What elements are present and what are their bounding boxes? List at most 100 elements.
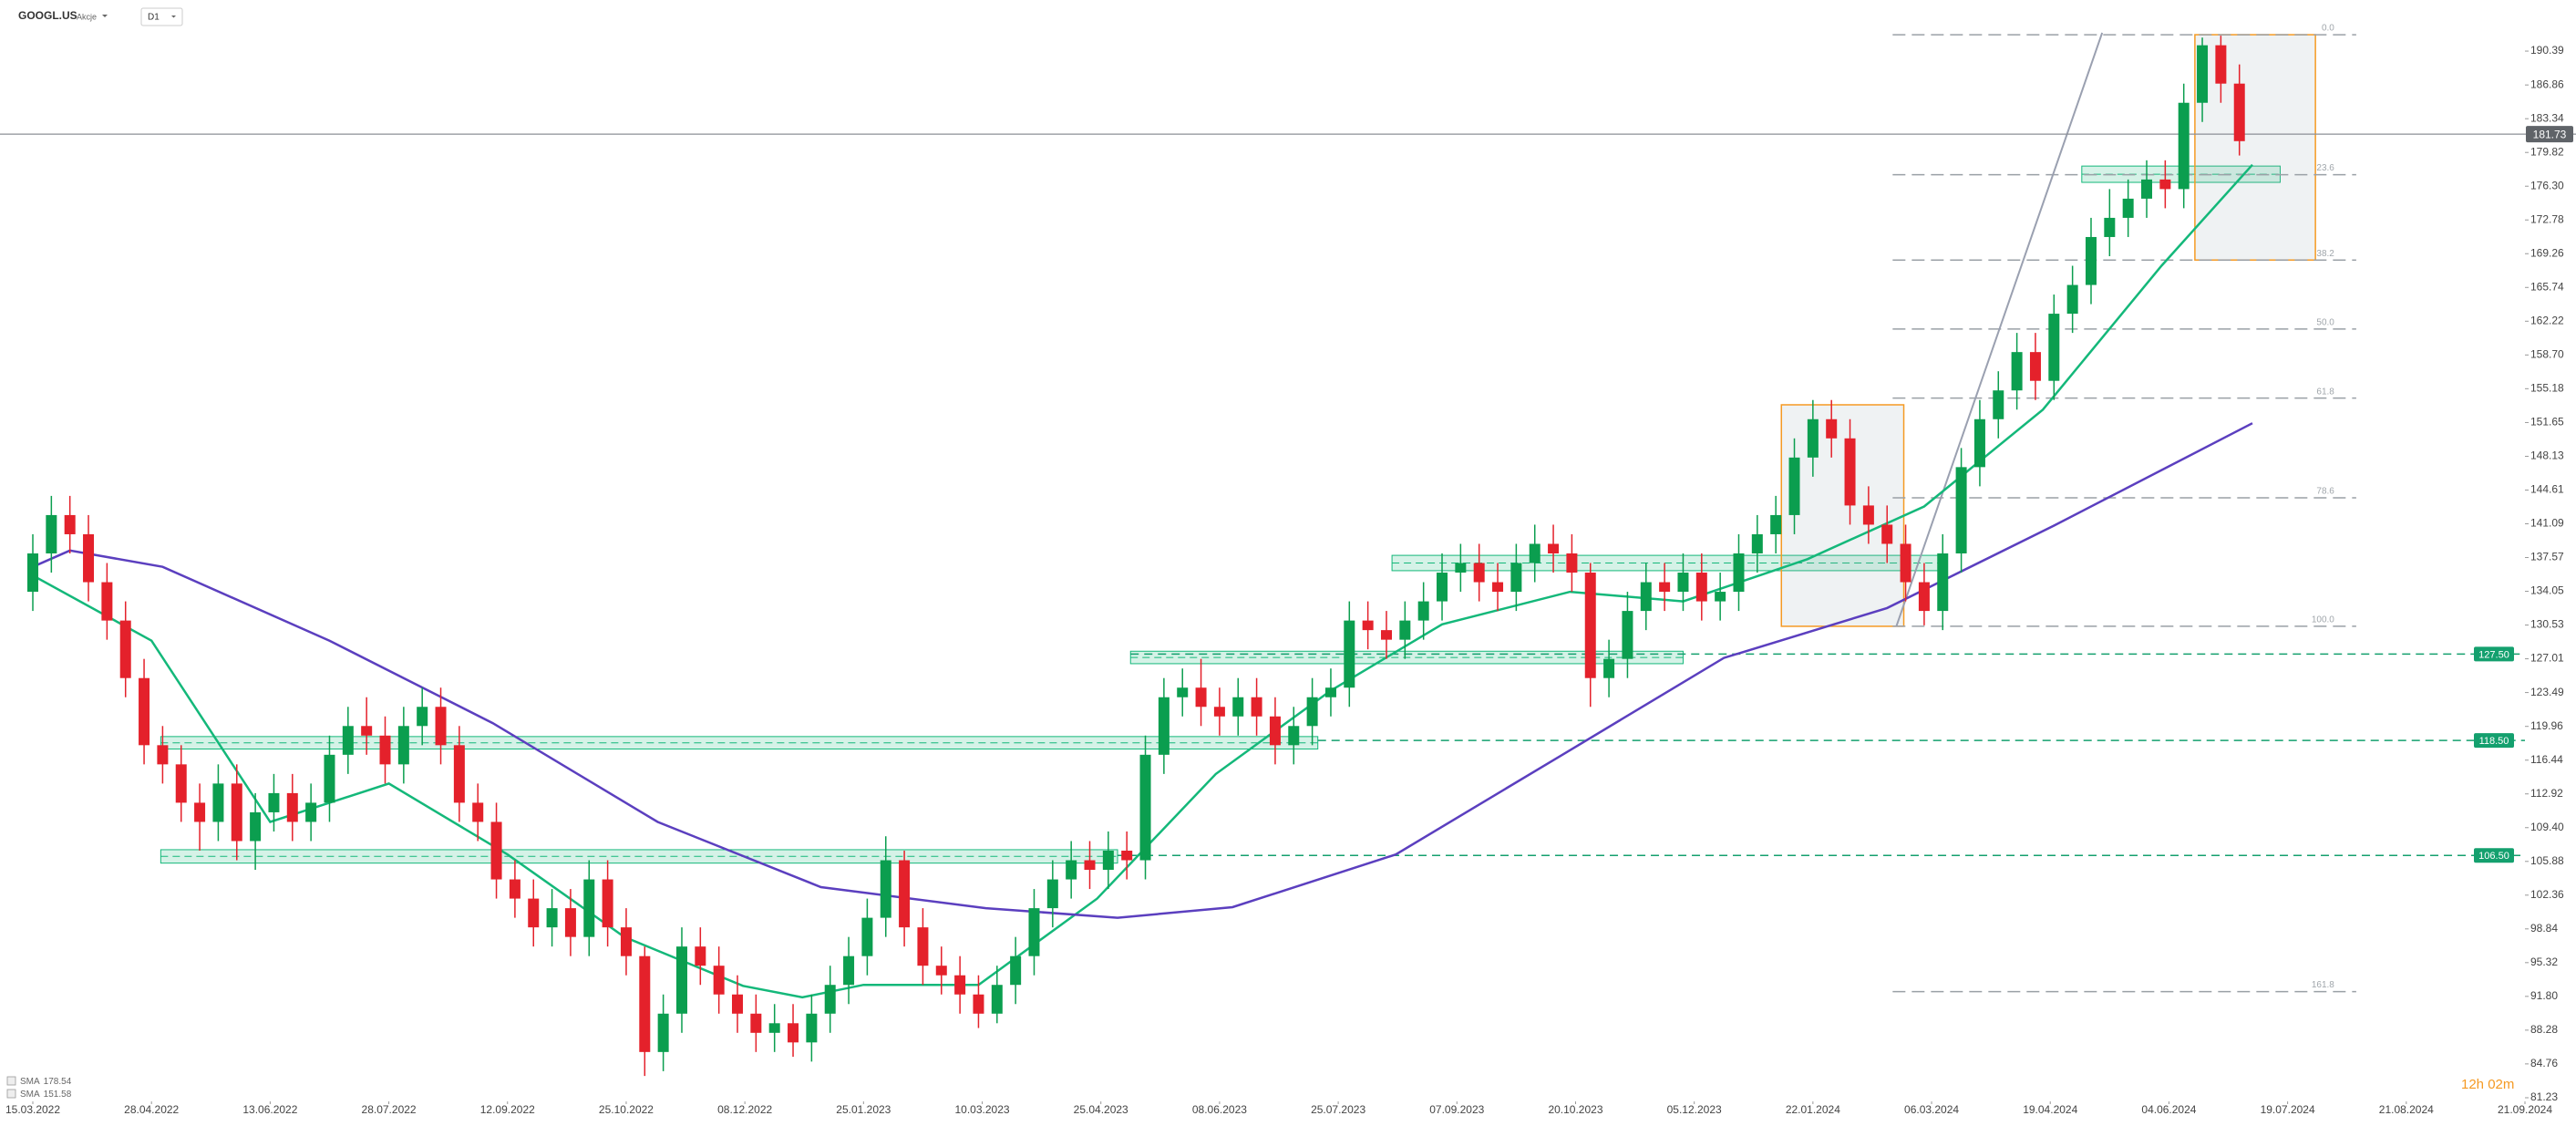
candle-body xyxy=(1232,697,1244,717)
candle-body xyxy=(139,677,150,746)
legend-value: 178.54 xyxy=(44,1077,72,1087)
x-tick-label: 13.06.2022 xyxy=(242,1103,297,1116)
timeframe[interactable]: D1 xyxy=(148,13,160,23)
x-tick-label: 06.03.2024 xyxy=(1904,1103,1959,1116)
x-tick-label: 08.12.2022 xyxy=(717,1103,772,1116)
y-tick-label: 119.96 xyxy=(2530,719,2563,732)
candle-body xyxy=(639,956,651,1052)
candle-body xyxy=(231,783,242,842)
symbol-dropdown[interactable] xyxy=(102,15,108,17)
x-tick-label: 15.03.2022 xyxy=(5,1103,60,1116)
candle-body xyxy=(2066,284,2078,315)
candle-body xyxy=(1844,438,1856,506)
y-tick-label: 162.22 xyxy=(2530,314,2564,326)
y-tick-label: 88.28 xyxy=(2530,1023,2558,1036)
candle-body xyxy=(2122,198,2134,218)
candle-body xyxy=(1955,467,1967,553)
candle-body xyxy=(1695,573,1707,602)
candle-body xyxy=(1158,697,1170,755)
y-tick-label: 190.39 xyxy=(2530,44,2564,57)
y-tick-label: 116.44 xyxy=(2530,753,2563,766)
y-tick-label: 84.76 xyxy=(2530,1057,2558,1069)
y-tick-label: 186.86 xyxy=(2530,77,2564,90)
x-tick-label: 28.04.2022 xyxy=(124,1103,179,1116)
candle-body xyxy=(1937,553,1949,612)
candle-body xyxy=(1788,457,1800,515)
level-label: 106.50 xyxy=(2478,851,2509,862)
candle-body xyxy=(1640,582,1652,612)
candle-body xyxy=(1862,505,1874,525)
candle-body xyxy=(1213,707,1225,717)
x-tick-label: 19.07.2024 xyxy=(2261,1103,2315,1116)
symbol[interactable]: GOOGL.US xyxy=(18,9,77,22)
x-tick-label: 22.01.2024 xyxy=(1786,1103,1840,1116)
x-tick-label: 25.01.2023 xyxy=(836,1103,891,1116)
candle-body xyxy=(2233,83,2245,141)
y-tick-label: 95.32 xyxy=(2530,956,2558,968)
candle-body xyxy=(861,917,873,956)
candle-body xyxy=(1510,563,1522,593)
fib-label: 23.6 xyxy=(2316,163,2334,173)
fib-label: 61.8 xyxy=(2316,387,2334,397)
candle-body xyxy=(602,879,613,928)
candle-body xyxy=(732,994,744,1014)
candle-body xyxy=(1010,956,1022,986)
candle-body xyxy=(899,860,911,928)
candle-body xyxy=(453,745,465,803)
y-tick-label: 109.40 xyxy=(2530,821,2564,833)
candle-body xyxy=(1566,553,1578,573)
candle-body xyxy=(1306,697,1318,727)
y-tick-label: 137.57 xyxy=(2530,551,2564,563)
legend-entry: SMA 151.58 xyxy=(20,1090,72,1100)
y-tick-label: 176.30 xyxy=(2530,179,2564,191)
y-tick-label: 105.88 xyxy=(2530,854,2564,867)
sma-line xyxy=(32,163,2253,999)
candle-body xyxy=(1584,573,1596,678)
candle-body xyxy=(1399,620,1411,640)
candle-body xyxy=(101,582,113,621)
candle-body xyxy=(1455,563,1467,573)
candle-body xyxy=(1751,533,1763,553)
x-tick-label: 12.09.2022 xyxy=(480,1103,535,1116)
candle-body xyxy=(1251,697,1262,717)
candle-body xyxy=(1993,390,2004,419)
candle-body xyxy=(1288,726,1300,746)
candle-body xyxy=(973,994,984,1014)
candle-body xyxy=(397,726,409,765)
timeframe-box[interactable] xyxy=(140,7,183,26)
candle-body xyxy=(27,553,39,593)
y-tick-label: 148.13 xyxy=(2530,449,2564,462)
candle-body xyxy=(1437,573,1448,602)
candle-body xyxy=(361,726,373,736)
candle-body xyxy=(305,802,317,822)
candle-body xyxy=(379,735,391,765)
trend-line xyxy=(1895,32,2104,627)
range-box xyxy=(1780,404,1905,627)
candle-body xyxy=(1826,418,1838,439)
candle-body xyxy=(843,956,855,986)
current-price-label: 181.73 xyxy=(2533,128,2567,140)
candle-body xyxy=(1139,754,1151,861)
candle-body xyxy=(1195,687,1207,708)
overlay: GOOGL.US Akcje D1 xyxy=(18,7,183,26)
x-tick-label: 21.09.2024 xyxy=(2498,1103,2552,1116)
candle-body xyxy=(1344,620,1355,688)
legend-entry: SMA 178.54 xyxy=(20,1077,72,1087)
y-tick-label: 172.78 xyxy=(2530,212,2564,225)
candle-body xyxy=(1121,851,1133,861)
y-tick-label: 179.82 xyxy=(2530,145,2564,158)
candle-body xyxy=(1380,630,1392,640)
candle-body xyxy=(2178,102,2190,190)
x-tick-label: 07.09.2023 xyxy=(1429,1103,1484,1116)
candle-body xyxy=(713,966,725,995)
candle-body xyxy=(768,1023,780,1033)
y-tick-label: 165.74 xyxy=(2530,280,2564,293)
candle-body xyxy=(1900,543,1911,583)
fib-label: 38.2 xyxy=(2316,249,2334,259)
candle-body xyxy=(286,792,298,822)
y-tick-label: 144.61 xyxy=(2530,483,2564,496)
x-tick-label: 25.10.2022 xyxy=(599,1103,654,1116)
sma-line xyxy=(32,422,2253,919)
plot-area: 0.0 23.6 38.2 50.0 61.8 78.6 100.0 161.8 127.50 1… xyxy=(0,24,2576,1116)
